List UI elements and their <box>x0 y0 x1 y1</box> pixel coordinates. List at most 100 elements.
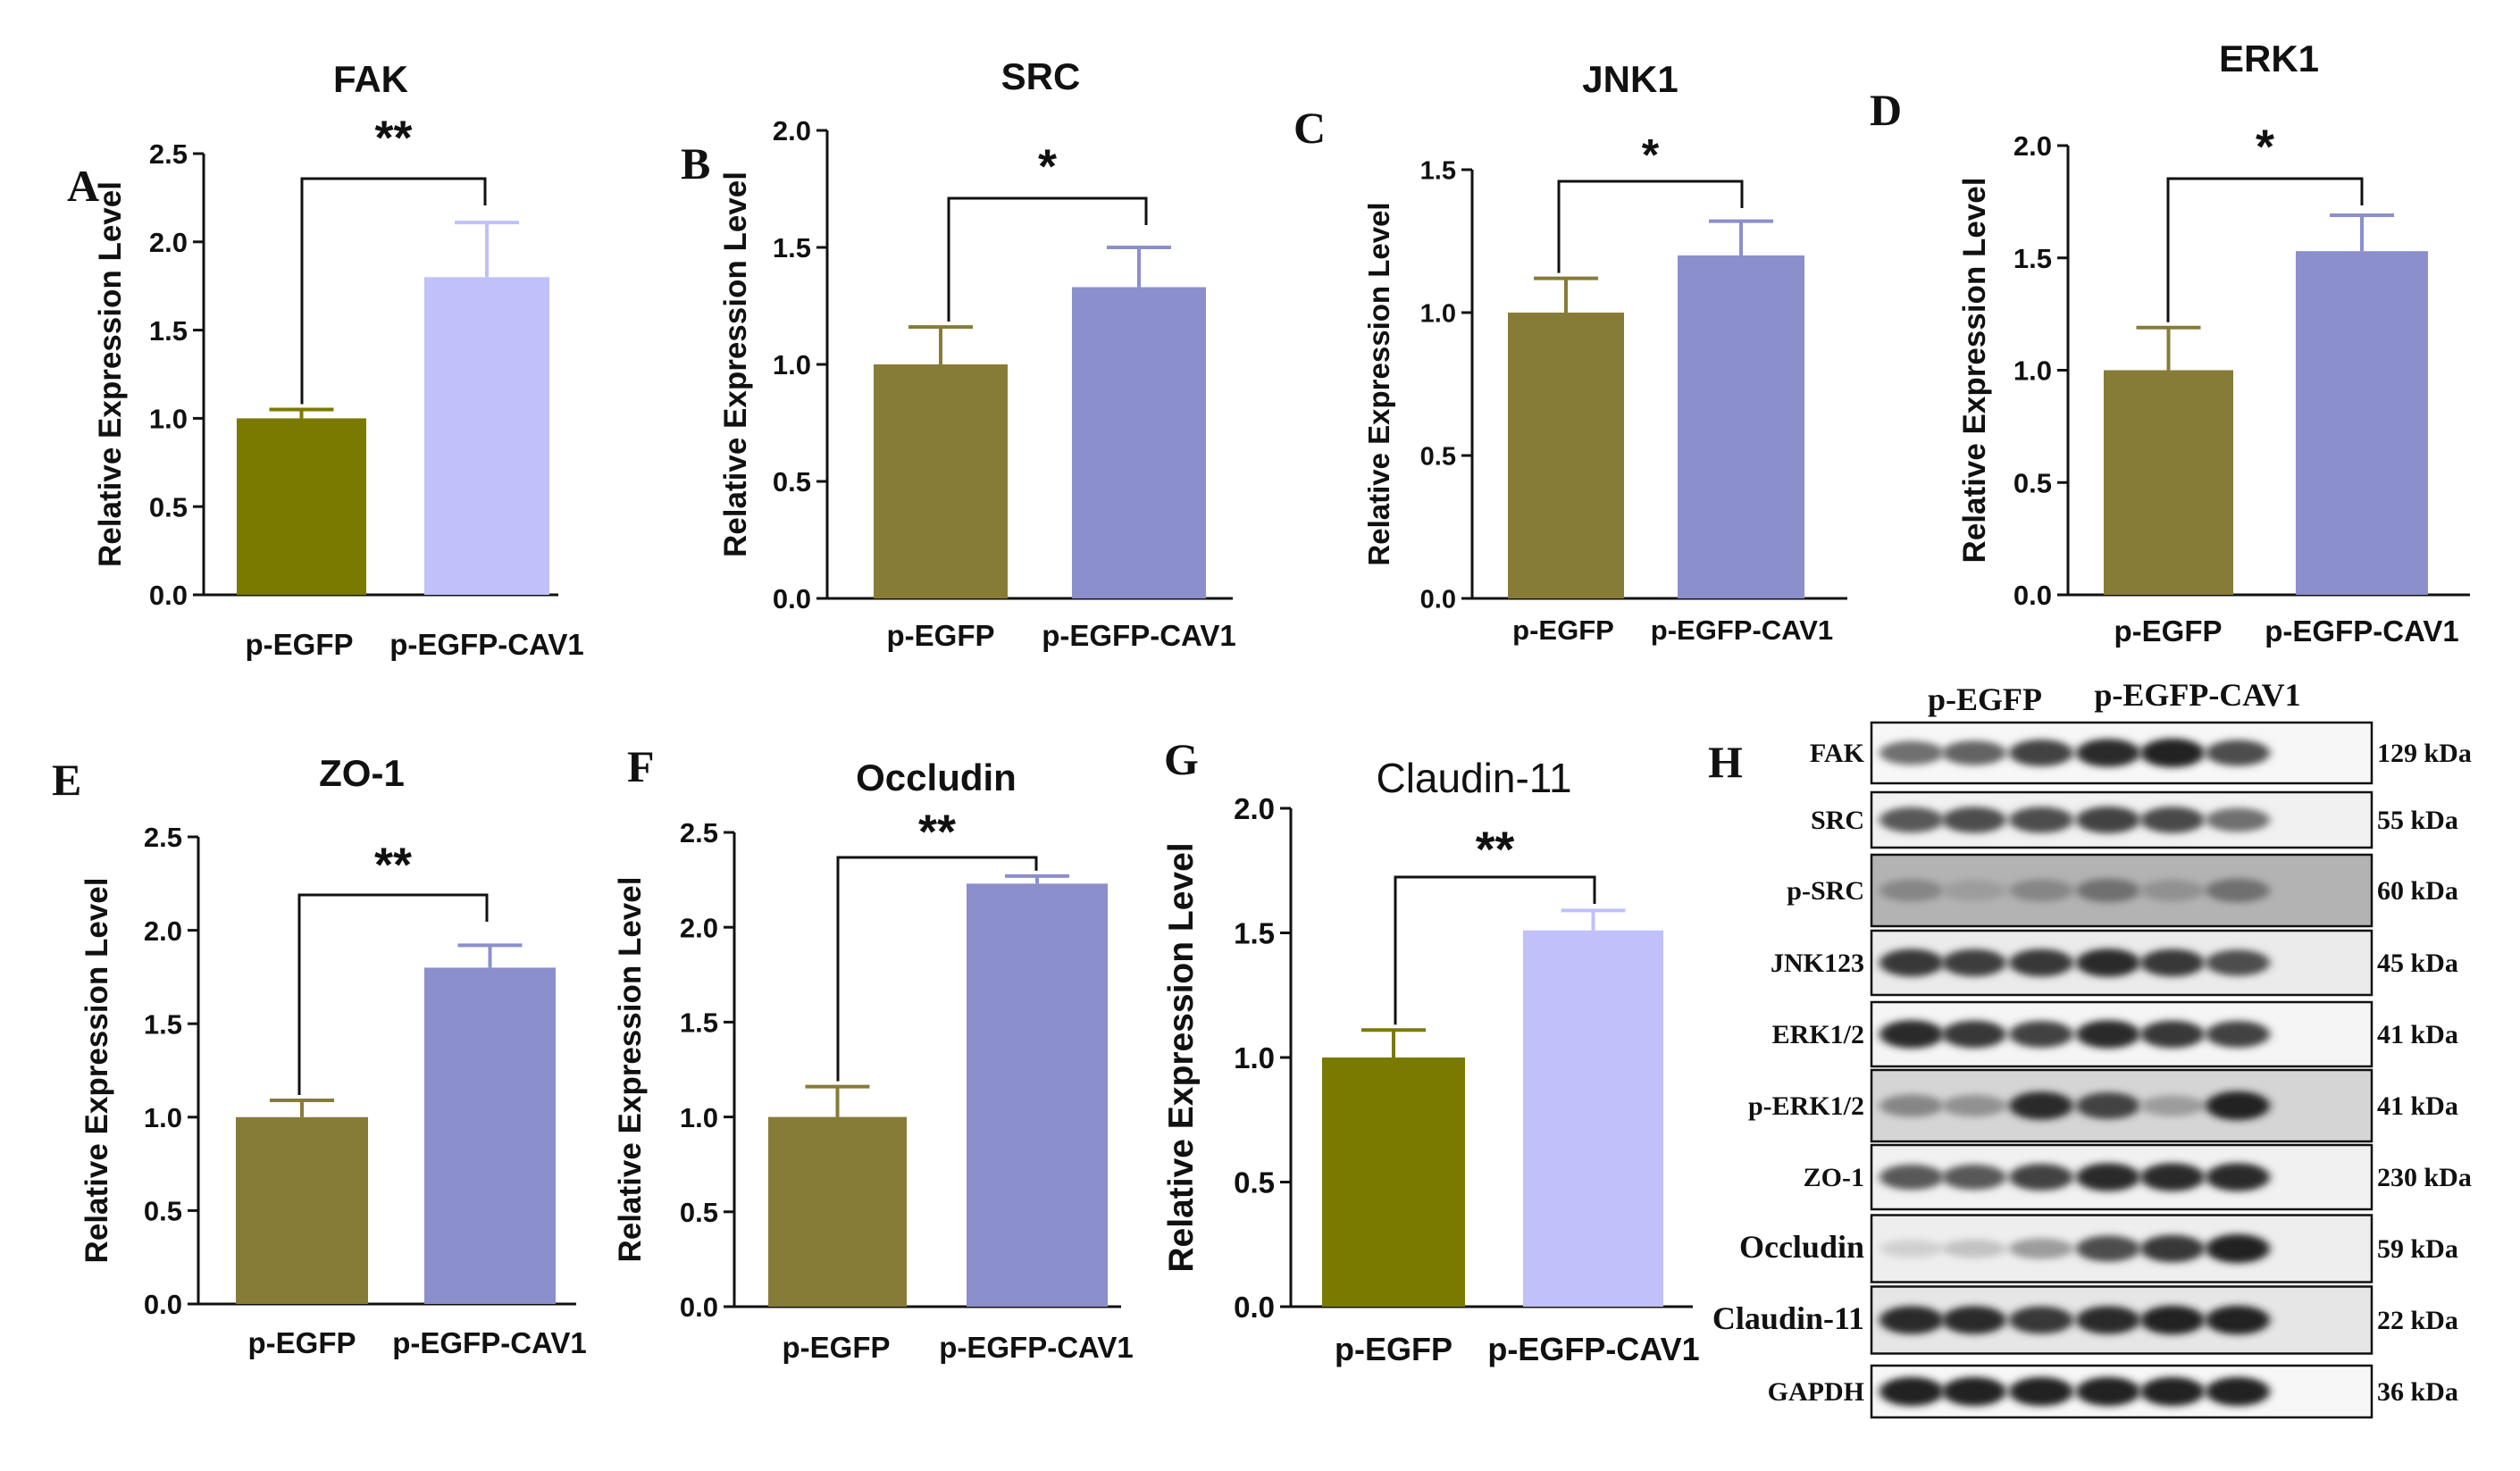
panel-letter: F <box>627 741 655 791</box>
y-tick-label: 1.0 <box>1234 1041 1275 1074</box>
y-tick-label: 0.5 <box>2013 467 2052 498</box>
y-tick-label: 0.5 <box>773 466 811 497</box>
y-tick-label: 1.5 <box>2013 243 2052 274</box>
x-tick-label: p-EGFP <box>1512 614 1614 646</box>
blot-row-occludin: Occludin 59 kDa <box>1739 1214 2458 1283</box>
bar-p-egfp-cav1 <box>2296 251 2428 595</box>
chart-title: ERK1 <box>2219 38 2319 79</box>
y-axis-label: Relative Expression Level <box>1957 178 1992 564</box>
y-tick-label: 0.0 <box>2013 580 2052 611</box>
blot-band <box>1880 1376 1944 1407</box>
blot-band <box>1880 879 1944 902</box>
x-tick-label: p-EGFP-CAV1 <box>389 628 584 661</box>
blot-band <box>2009 807 2073 833</box>
blot-band <box>2140 879 2205 902</box>
significance-marker: ** <box>918 805 956 858</box>
blot-band <box>2140 1234 2205 1263</box>
blot-size-label: 41 kDa <box>2377 1091 2458 1121</box>
blot-band <box>2076 1235 2140 1262</box>
blot-band <box>2009 740 2073 766</box>
significance-marker: ** <box>374 111 412 164</box>
panel-letter: D <box>1870 85 1902 135</box>
y-axis-label: Relative Expression Level <box>613 877 648 1263</box>
blot-row-gapdh: GAPDH 36 kDa <box>1768 1364 2458 1419</box>
x-tick-label: p-EGFP-CAV1 <box>2265 614 2459 648</box>
chart-title: JNK1 <box>1582 58 1678 100</box>
y-tick-label: 0.0 <box>144 1289 182 1320</box>
y-axis-label: Relative Expression Level <box>80 878 114 1264</box>
blot-size-label: 230 kDa <box>2377 1163 2472 1192</box>
blot-row-erk1-2: ERK1/2 41 kDa <box>1772 1000 2458 1068</box>
blot-band <box>1942 1094 2006 1117</box>
y-tick-label: 2.5 <box>144 822 182 853</box>
blot-band <box>2140 1163 2205 1191</box>
blot-band <box>2076 739 2140 767</box>
blot-band <box>2009 1306 2073 1334</box>
blot-row-claudin-11: Claudin-11 22 kDa <box>1712 1285 2458 1355</box>
blot-band <box>1880 1306 1944 1334</box>
blot-band <box>2076 1020 2140 1049</box>
y-tick-label: 2.5 <box>149 138 188 170</box>
bar-p-egfp-cav1 <box>967 883 1108 1307</box>
x-tick-label: p-EGFP-CAV1 <box>1487 1331 1699 1367</box>
blot-size-label: 55 kDa <box>2377 806 2458 835</box>
y-axis-label: Relative Expression Level <box>93 181 128 567</box>
chart-title: Occludin <box>856 756 1017 798</box>
panel-letter: G <box>1164 734 1199 784</box>
blot-protein-label: Occludin <box>1739 1229 1864 1265</box>
x-tick-label: p-EGFP-CAV1 <box>1042 619 1236 652</box>
significance-bracket <box>1557 180 1744 273</box>
x-tick-label: p-EGFP-CAV1 <box>1651 614 1833 646</box>
y-tick-label: 0.0 <box>1420 585 1456 614</box>
blot-band <box>2206 1163 2270 1191</box>
y-tick-label: 0.0 <box>149 580 188 611</box>
blot-band <box>2140 1095 2205 1116</box>
chart-erk1: D ERK1 Relative Expression Level 0.0 0.5 1.0 1… <box>1870 38 2470 648</box>
y-tick-label: 2.0 <box>2013 130 2052 162</box>
blot-protein-label: FAK <box>1810 739 1865 768</box>
y-tick-label: 0.0 <box>773 583 811 614</box>
blot-band <box>1880 807 1944 833</box>
y-tick-label: 2.0 <box>149 227 188 258</box>
x-tick-label: p-EGFP-CAV1 <box>392 1326 587 1359</box>
blot-row-p-erk1-2: p-ERK1/2 41 kDa <box>1748 1068 2458 1143</box>
y-tick-label: 1.0 <box>773 349 811 380</box>
y-tick-label: 0.5 <box>149 491 188 522</box>
chart-occludin: F Occludin Relative Expression Level 0.0 0.5… <box>613 741 1134 1364</box>
blot-size-label: 22 kDa <box>2377 1306 2458 1335</box>
blot-band <box>1880 740 1944 765</box>
blot-row-src: SRC 55 kDa <box>1811 790 2458 849</box>
bar-p-egfp <box>768 1116 907 1307</box>
blot-band <box>2206 1305 2270 1335</box>
blot-size-label: 41 kDa <box>2377 1020 2458 1049</box>
blot-band <box>2009 879 2073 902</box>
blot-band <box>2009 1021 2073 1048</box>
bar-p-egfp-cav1 <box>424 967 556 1304</box>
blot-band <box>2009 949 2073 977</box>
significance-bracket <box>300 177 487 405</box>
y-tick-label: 2.0 <box>144 915 182 947</box>
chart-title: FAK <box>333 58 408 100</box>
y-tick-label: 1.0 <box>149 404 188 435</box>
blot-band <box>1942 1306 2006 1334</box>
significance-bracket <box>836 856 1038 1082</box>
chart-claudin-11: G Claudin-11 Relative Expression Level 0.0 0… <box>1162 734 1700 1367</box>
blot-band <box>2206 949 2270 976</box>
blot-protein-label: p-SRC <box>1787 876 1864 906</box>
bar-p-egfp-cav1 <box>424 277 549 595</box>
bar-p-egfp <box>237 418 366 595</box>
panel-letter: B <box>681 138 710 188</box>
blot-group-label: p-EGFP-CAV1 <box>2094 677 2300 713</box>
chart-fak: A FAK Relative Expression Level 0.0 0.5 1.0 1.… <box>67 58 584 661</box>
significance-marker: ** <box>374 838 412 891</box>
blot-protein-label: ZO-1 <box>1804 1163 1864 1192</box>
blot-band <box>2140 1305 2205 1335</box>
chart-title: SRC <box>1001 55 1081 97</box>
blot-band <box>1942 740 2006 765</box>
bar-p-egfp <box>1322 1057 1465 1307</box>
blot-band <box>2009 1091 2073 1120</box>
blot-band <box>1942 880 2006 901</box>
blot-band <box>2076 1092 2140 1119</box>
y-tick-label: 0.5 <box>680 1197 718 1228</box>
significance-marker: * <box>2256 120 2274 173</box>
